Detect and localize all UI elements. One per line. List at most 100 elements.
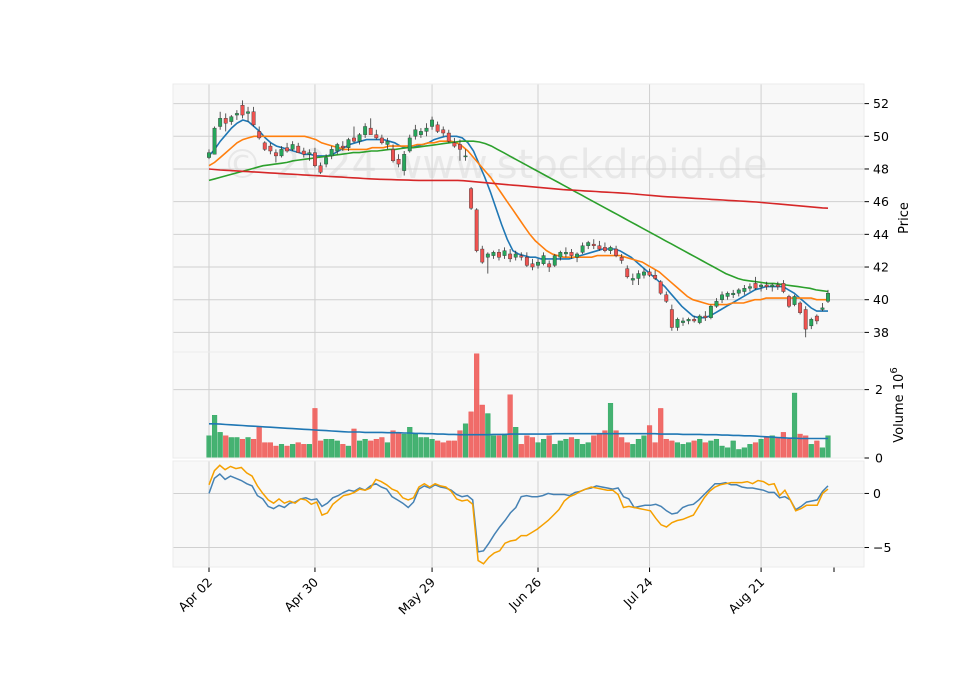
- volume-bar: [396, 432, 402, 459]
- candle-body: [703, 315, 708, 318]
- candle-body: [697, 315, 702, 323]
- volume-bar: [541, 438, 547, 459]
- moving-average-line: [208, 135, 828, 306]
- candle-body: [463, 155, 468, 158]
- volume-bar: [273, 445, 279, 459]
- candle-body: [658, 281, 663, 294]
- price-axis-label: Price: [897, 202, 912, 234]
- candle-body: [770, 284, 775, 287]
- volume-bar: [306, 444, 312, 459]
- candle-body: [803, 309, 808, 330]
- candle-body: [753, 283, 758, 289]
- candle-body: [580, 245, 585, 253]
- volume-bar: [507, 394, 513, 459]
- volume-bar: [697, 438, 703, 459]
- volume-bar: [646, 425, 653, 459]
- volume-bar: [407, 427, 413, 459]
- volume-bar: [725, 447, 731, 459]
- volume-bar: [301, 444, 307, 459]
- volume-bar: [529, 437, 536, 459]
- volume-bar: [686, 442, 692, 459]
- volume-bar: [680, 444, 686, 459]
- volume-bar: [730, 440, 736, 459]
- candle-body: [212, 127, 217, 155]
- candle-body: [290, 144, 295, 150]
- volume-bar: [362, 438, 368, 459]
- candle-body: [207, 152, 211, 158]
- candle-body: [218, 118, 223, 127]
- volume-bar: [262, 442, 268, 459]
- candle-body: [402, 154, 407, 171]
- volume-bar: [635, 438, 641, 459]
- candle-body: [452, 142, 457, 147]
- volume-bar: [769, 435, 775, 459]
- volume-bar: [752, 442, 759, 459]
- volume-bar: [702, 442, 708, 459]
- volume-tick-label: 2: [875, 382, 883, 397]
- candle-body: [619, 257, 624, 261]
- volume-bar: [808, 444, 814, 459]
- candle-body: [547, 263, 552, 268]
- indicator-tick-label: −5: [873, 540, 891, 555]
- candle-body: [826, 292, 830, 302]
- volume-bar: [435, 440, 441, 459]
- volume-bar: [747, 444, 753, 459]
- candle-body: [273, 152, 278, 157]
- volume-bar: [212, 415, 218, 459]
- candle-body: [469, 188, 474, 209]
- volume-bar: [295, 442, 301, 459]
- volume-bar: [568, 437, 575, 459]
- candle-body: [424, 127, 429, 132]
- candle-body: [647, 271, 652, 276]
- candle-body: [474, 209, 479, 251]
- candle-body: [569, 252, 574, 256]
- volume-bar: [390, 430, 396, 459]
- volume-bar: [446, 440, 452, 459]
- volume-bar: [518, 444, 524, 459]
- candle-body: [614, 248, 619, 256]
- candle-body: [603, 247, 607, 251]
- volume-bar: [741, 447, 747, 459]
- candle-body: [725, 292, 730, 297]
- volume-bar: [563, 438, 569, 459]
- candle-body: [324, 157, 329, 165]
- volume-bar: [574, 438, 580, 459]
- moving-average-line: [208, 168, 829, 209]
- candle-body: [301, 150, 306, 155]
- volume-bar: [580, 444, 586, 459]
- x-tick-label: Aug 21: [725, 575, 767, 617]
- volume-bar: [758, 438, 764, 459]
- volume-bar: [373, 438, 379, 459]
- candle-body: [458, 144, 462, 150]
- volume-bar: [552, 444, 558, 459]
- price-tick-label: 52: [873, 96, 889, 111]
- candle-body: [480, 248, 485, 263]
- candle-body: [720, 294, 724, 300]
- candle-body: [541, 255, 546, 264]
- volume-bar: [267, 442, 273, 459]
- candle-body: [775, 284, 780, 287]
- candle-body: [625, 268, 630, 278]
- candle-body: [636, 273, 641, 279]
- candle-body: [586, 242, 591, 246]
- candle-body: [692, 319, 697, 322]
- candle-body: [597, 245, 602, 250]
- volume-bar: [239, 438, 246, 459]
- volume-bar: [340, 444, 346, 459]
- candle-body: [575, 253, 579, 258]
- volume-bar: [786, 438, 792, 459]
- candle-body: [257, 131, 262, 139]
- volume-bar: [284, 445, 290, 459]
- candle-body: [335, 144, 340, 152]
- volume-bar: [345, 445, 351, 459]
- volume-bar: [674, 442, 681, 459]
- candle-body: [742, 288, 747, 292]
- volume-bar: [535, 442, 541, 459]
- candle-body: [497, 252, 501, 258]
- volume-bar: [418, 437, 424, 459]
- candle-body: [441, 129, 446, 134]
- volume-bar: [524, 435, 530, 459]
- volume-bar: [641, 435, 647, 459]
- volume-bar: [596, 433, 602, 459]
